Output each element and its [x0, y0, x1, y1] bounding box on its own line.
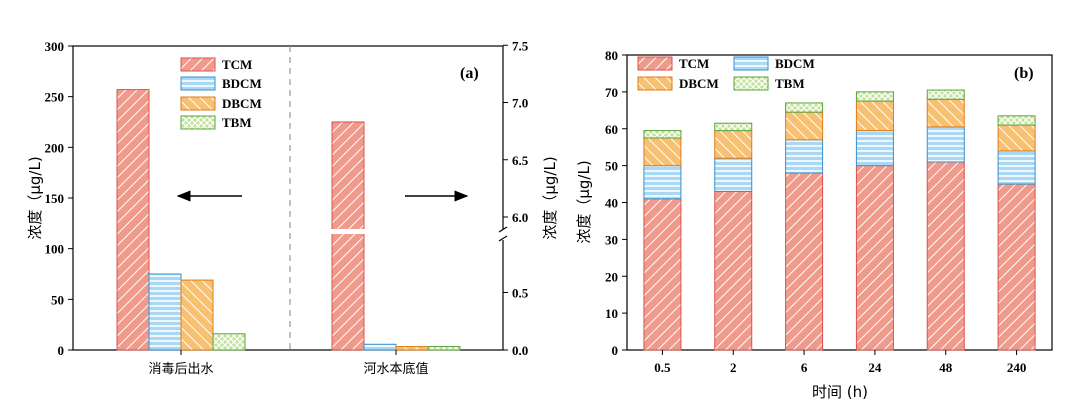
x-tick-label: 24: [868, 360, 882, 375]
bar-tbm-2: [427, 346, 461, 351]
y-tick-label: 80: [605, 48, 618, 63]
bar-tbm-1: [212, 333, 246, 351]
legend-label-dbcm: DBCM: [222, 96, 262, 111]
stack-dbcm-2: [714, 130, 753, 159]
right-axis-break-gap: [500, 229, 506, 240]
left-tick-label: 200: [45, 140, 65, 155]
bar-bdcm-1: [148, 273, 182, 351]
stack-bdcm-3: [785, 139, 824, 174]
bar-tcm-2: [331, 121, 365, 351]
y-tick-label: 70: [605, 85, 618, 100]
y-tick-label: 60: [605, 122, 618, 137]
stack-bdcm-1: [643, 165, 682, 200]
stack-dbcm-4: [855, 100, 894, 132]
stack-tbm-2: [714, 122, 753, 132]
legend-swatch-bdcm: [733, 56, 769, 71]
legend-label-tcm: TCM: [679, 56, 709, 71]
stack-dbcm-5: [926, 98, 965, 128]
x-tick-label: 2: [730, 360, 737, 375]
y-axis-label: 浓度（μg/L): [575, 160, 593, 243]
legend-label-dbcm: DBCM: [679, 76, 719, 91]
stack-tbm-5: [926, 89, 965, 100]
panel-label-a: (a): [460, 65, 479, 82]
left-tick-label: 150: [45, 191, 65, 206]
bar-dbcm-1: [180, 279, 214, 351]
legend-swatch-bdcm: [180, 76, 216, 91]
stack-dbcm-1: [643, 137, 682, 167]
plot-frame-b: [626, 54, 1053, 351]
legend-label-tbm: TBM: [222, 115, 252, 130]
right-tick-label: 7.5: [512, 38, 529, 53]
y-tick-label: 30: [605, 232, 618, 247]
left-tick-label: 50: [51, 292, 64, 307]
panel-a: 0 50 100 150 200 250 300 0.0 0.5 6.0 6.5 7.0 7.5 消毒后出…: [26, 38, 559, 377]
stack-dbcm-6: [997, 124, 1036, 152]
x-tick-label: 6: [801, 360, 808, 375]
stack-bdcm-6: [997, 150, 1036, 185]
bar-bdcm-2: [363, 343, 397, 351]
left-tick-label: 100: [45, 242, 65, 257]
y-tick-label: 20: [605, 269, 618, 284]
x-tick-label: 48: [939, 360, 953, 375]
legend-swatch-dbcm: [180, 96, 216, 111]
y-tick-label: 50: [605, 159, 618, 174]
x-category-label: 河水本底值: [363, 361, 428, 377]
right-tick-label: 6.5: [512, 153, 529, 168]
stack-tcm-3: [785, 172, 824, 351]
stack-tbm-1: [643, 130, 682, 139]
stack-tcm-6: [997, 183, 1036, 351]
legend-swatch-tbm: [180, 115, 216, 130]
left-tick-label: 300: [45, 39, 65, 54]
legend-label-tcm: TCM: [222, 57, 252, 72]
panel-label-b: (b): [1014, 65, 1034, 82]
panel-b: 0 10 20 30 40 50 60 70 80 0.5 2 6 24 48 240 TCM BDCM DBCM…: [575, 48, 1053, 401]
y-axis-label-right: 浓度（μg/L): [541, 156, 559, 239]
bar-tcm-1: [116, 89, 150, 351]
right-tick-label: 0.0: [512, 343, 528, 358]
right-tick-label: 0.5: [512, 286, 529, 301]
legend-swatch-tcm: [180, 57, 216, 72]
stack-tbm-3: [785, 102, 824, 113]
stack-bdcm-4: [855, 130, 894, 167]
stack-dbcm-3: [785, 111, 824, 141]
right-axis-break-mark: [498, 226, 508, 242]
left-tick-label: 0: [58, 343, 65, 358]
y-axis-label-left: 浓度（μg/L): [26, 156, 44, 239]
right-tick-label: 6.0: [512, 210, 528, 225]
legend-label-tbm: TBM: [775, 76, 805, 91]
x-tick-label: 240: [1007, 360, 1027, 375]
stack-tcm-5: [926, 161, 965, 351]
left-tick-label: 250: [45, 90, 65, 105]
x-tick-label: 0.5: [654, 360, 671, 375]
y-tick-label: 0: [612, 343, 619, 358]
y-tick-label: 40: [605, 196, 618, 211]
stack-tbm-4: [855, 91, 894, 102]
x-category-label: 消毒后出水: [148, 362, 213, 377]
stack-tbm-6: [997, 115, 1036, 126]
stack-tcm-4: [855, 165, 894, 351]
legend-label-bdcm: BDCM: [222, 76, 262, 91]
stack-bdcm-5: [926, 126, 965, 163]
stack-bdcm-2: [714, 157, 753, 192]
legend-swatch-tcm: [637, 56, 673, 71]
bar-dbcm-2: [395, 346, 429, 351]
x-axis-label: 时间 (h): [812, 383, 868, 401]
legend-label-bdcm: BDCM: [775, 56, 815, 71]
legend-swatch-tbm: [733, 76, 769, 91]
y-tick-label: 10: [605, 306, 618, 321]
right-tick-label: 7.0: [512, 96, 528, 111]
stack-tcm-2: [714, 190, 753, 351]
legend-swatch-dbcm: [637, 76, 673, 91]
stack-tcm-1: [643, 198, 682, 351]
bar-break-band: [330, 229, 367, 234]
